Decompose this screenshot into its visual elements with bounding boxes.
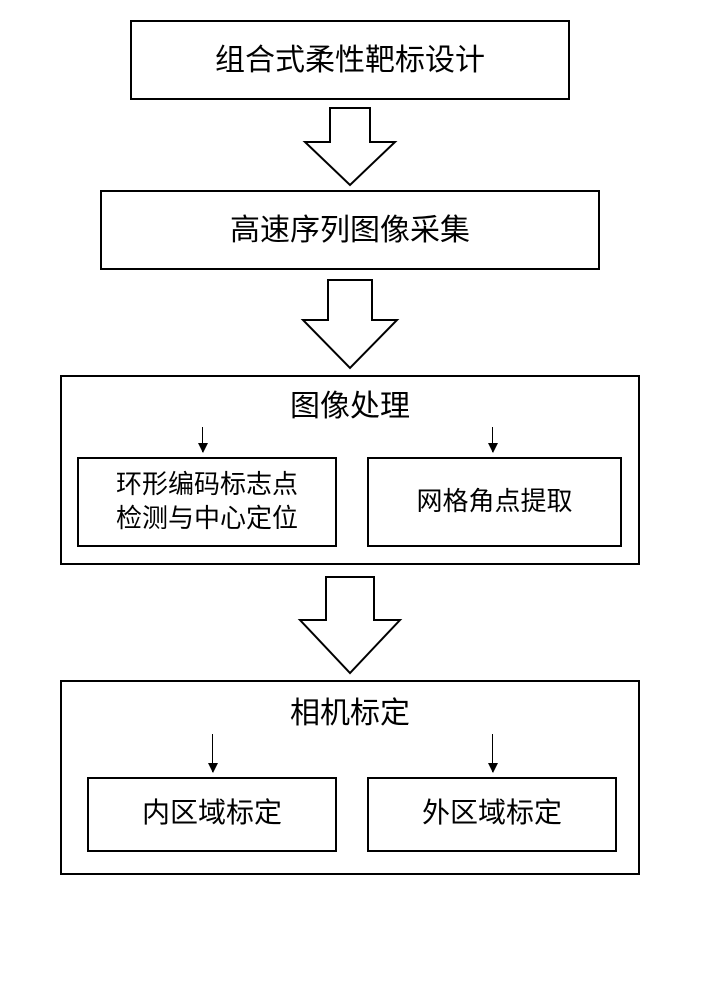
node-acquisition: 高速序列图像采集 — [100, 190, 600, 270]
node-grid-corner: 网格角点提取 — [367, 457, 622, 547]
node-design-label: 组合式柔性靶标设计 — [215, 41, 485, 80]
block-arrow-icon — [305, 108, 395, 185]
node-design: 组合式柔性靶标设计 — [130, 20, 570, 100]
node-outer-region-label: 外区域标定 — [422, 796, 562, 832]
node-camera-calibration: 相机标定 内区域标定 外区域标定 — [60, 680, 640, 875]
node-outer-region: 外区域标定 — [367, 777, 617, 852]
node-grid-corner-label: 网格角点提取 — [416, 485, 572, 519]
thin-arrow-left — [202, 427, 203, 452]
arrow-1 — [300, 100, 400, 190]
node-ring-coding-label: 环形编码标志点 检测与中心定位 — [116, 468, 298, 536]
node-inner-region-label: 内区域标定 — [142, 796, 282, 832]
thin-arrow-left-2 — [212, 734, 213, 772]
node-camera-calibration-label: 相机标定 — [62, 694, 638, 733]
node-ring-coding: 环形编码标志点 检测与中心定位 — [77, 457, 337, 547]
thin-arrow-right — [492, 427, 493, 452]
node-acquisition-label: 高速序列图像采集 — [230, 211, 470, 250]
node-image-processing-label: 图像处理 — [62, 387, 638, 426]
arrow-2 — [295, 270, 405, 375]
node-inner-region: 内区域标定 — [87, 777, 337, 852]
node-image-processing: 图像处理 环形编码标志点 检测与中心定位 网格角点提取 — [60, 375, 640, 565]
thin-arrow-right-2 — [492, 734, 493, 772]
block-arrow-icon — [303, 280, 397, 368]
arrow-3 — [290, 565, 410, 680]
block-arrow-icon — [300, 577, 400, 673]
flowchart-canvas: 组合式柔性靶标设计 高速序列图像采集 图像处理 环形编码标志点 检测与中心定位 … — [0, 0, 701, 1000]
